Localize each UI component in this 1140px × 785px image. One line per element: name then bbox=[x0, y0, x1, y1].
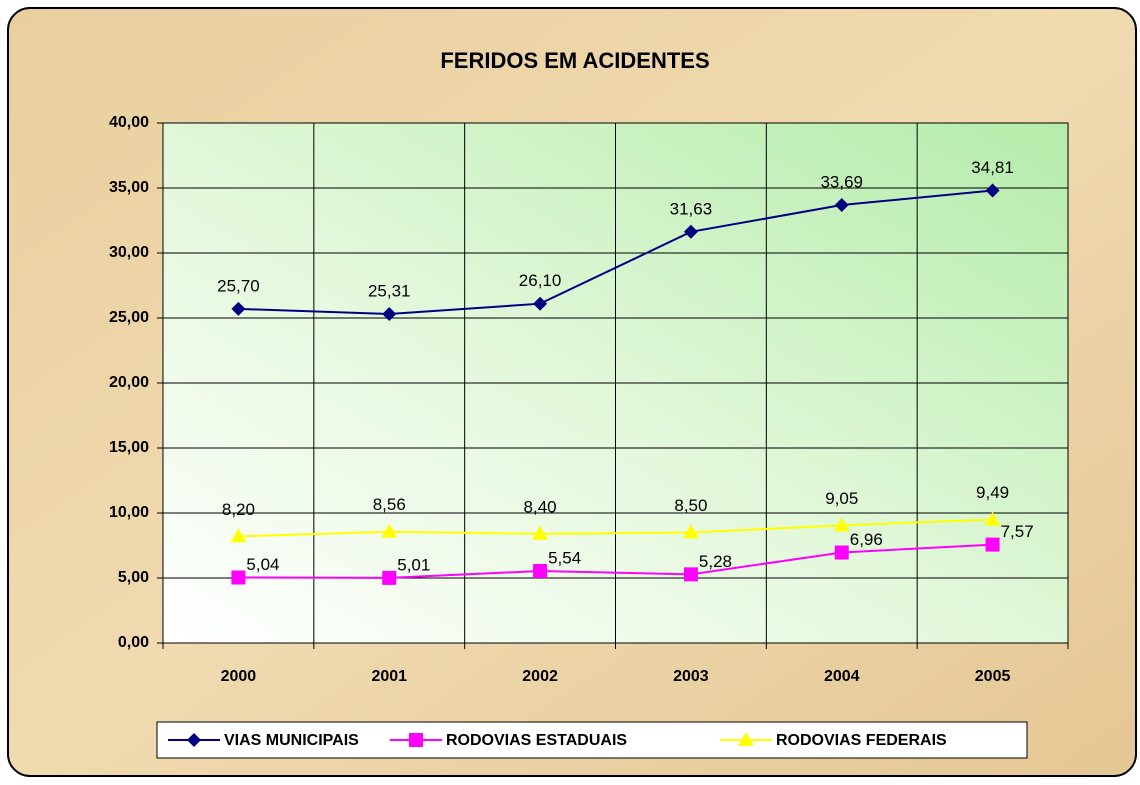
marker bbox=[833, 517, 850, 532]
marker bbox=[683, 567, 698, 582]
x-tick-label: 2005 bbox=[975, 668, 1011, 685]
y-tick-label: 10,00 bbox=[109, 504, 149, 521]
marker bbox=[187, 733, 201, 747]
y-tick-label: 30,00 bbox=[109, 244, 149, 261]
x-tick-label: 2001 bbox=[371, 668, 407, 685]
marker bbox=[231, 570, 246, 585]
marker bbox=[382, 570, 397, 585]
marker bbox=[985, 537, 1000, 552]
legend-label: RODOVIAS ESTADUAIS bbox=[446, 732, 627, 749]
legend-label: VIAS MUNICIPAIS bbox=[224, 732, 359, 749]
x-tick-label: 2004 bbox=[824, 668, 860, 685]
marker bbox=[532, 525, 549, 540]
data-label: 26,10 bbox=[519, 271, 562, 290]
x-tick-label: 2000 bbox=[221, 668, 257, 685]
marker bbox=[533, 296, 548, 311]
marker bbox=[834, 198, 849, 213]
data-label: 9,05 bbox=[825, 489, 858, 508]
marker bbox=[230, 528, 247, 543]
data-label: 7,57 bbox=[1001, 522, 1034, 541]
marker bbox=[382, 306, 397, 321]
data-label: 5,04 bbox=[246, 555, 279, 574]
data-label: 8,56 bbox=[373, 495, 406, 514]
data-label: 31,63 bbox=[670, 199, 713, 218]
x-tick-label: 2002 bbox=[522, 668, 558, 685]
data-label: 34,81 bbox=[971, 158, 1014, 177]
marker bbox=[231, 301, 246, 316]
y-tick-label: 25,00 bbox=[109, 309, 149, 326]
chart-title: FERIDOS EM ACIDENTES bbox=[440, 48, 709, 73]
marker bbox=[984, 511, 1001, 526]
marker bbox=[985, 183, 1000, 198]
marker bbox=[381, 523, 398, 538]
data-label: 8,50 bbox=[674, 496, 707, 515]
legend-label: RODOVIAS FEDERAIS bbox=[776, 732, 947, 749]
data-label: 9,49 bbox=[976, 483, 1009, 502]
y-tick-label: 15,00 bbox=[109, 439, 149, 456]
series-line bbox=[238, 189, 993, 315]
data-label: 25,70 bbox=[217, 276, 260, 295]
data-label: 25,31 bbox=[368, 281, 411, 300]
series-line bbox=[238, 543, 993, 579]
data-label: 33,69 bbox=[820, 173, 863, 192]
series-line bbox=[238, 518, 993, 538]
data-label: 5,01 bbox=[397, 555, 430, 574]
y-tick-label: 35,00 bbox=[109, 179, 149, 196]
legend bbox=[156, 721, 1028, 759]
data-label: 5,54 bbox=[548, 548, 581, 567]
y-tick-label: 0,00 bbox=[118, 634, 149, 651]
data-label: 5,28 bbox=[699, 552, 732, 571]
marker bbox=[834, 545, 849, 560]
marker bbox=[683, 224, 698, 239]
x-tick-label: 2003 bbox=[673, 668, 709, 685]
marker bbox=[409, 733, 423, 747]
y-tick-label: 5,00 bbox=[118, 569, 149, 586]
y-tick-label: 20,00 bbox=[109, 374, 149, 391]
marker bbox=[738, 732, 754, 746]
data-label: 8,20 bbox=[222, 500, 255, 519]
marker bbox=[533, 563, 548, 578]
data-label: 8,40 bbox=[524, 497, 557, 516]
marker bbox=[682, 524, 699, 539]
y-tick-label: 40,00 bbox=[109, 114, 149, 131]
data-label: 6,96 bbox=[850, 530, 883, 549]
